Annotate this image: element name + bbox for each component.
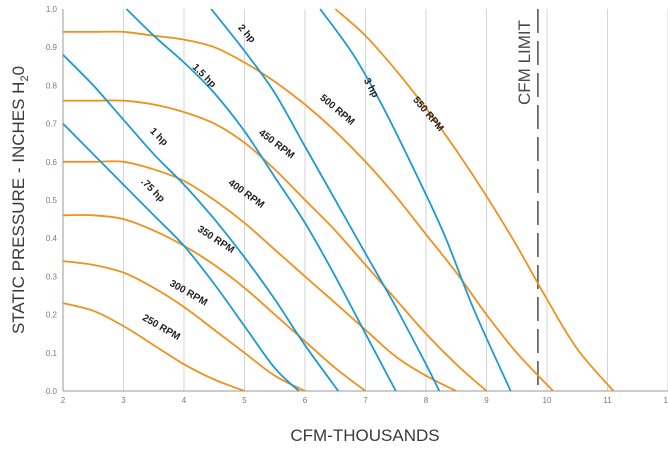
y-tick-label: 0.9 bbox=[46, 43, 58, 52]
x-tick-label: 10 bbox=[543, 396, 552, 405]
series-layer bbox=[62, 8, 615, 392]
y-tick-label: 0.1 bbox=[46, 349, 58, 358]
y-axis-title-subscript: 2 bbox=[19, 75, 31, 81]
rpm-curve-300-rpm bbox=[62, 260, 306, 392]
rpm-curve-450-rpm bbox=[63, 99, 488, 392]
x-tick-label: 3 bbox=[121, 396, 126, 405]
curve-label-550-rpm: 550 RPM bbox=[410, 95, 445, 134]
x-tick-label: 7 bbox=[363, 396, 368, 405]
cfm-limit-label: CFM LIMIT bbox=[515, 20, 534, 105]
hp-curve-1-5-hp bbox=[125, 8, 397, 392]
y-tick-label: 0.0 bbox=[46, 387, 58, 396]
rpm-curve-350-rpm bbox=[62, 214, 367, 392]
x-tick-label: 8 bbox=[424, 396, 429, 405]
y-tick-label: 0.4 bbox=[46, 234, 58, 243]
curve-label-2-hp: 2 hp bbox=[235, 23, 257, 46]
rpm-curve-250-rpm bbox=[62, 302, 245, 392]
y-tick-label: 1.0 bbox=[46, 5, 58, 14]
curve-label-400-rpm: 400 RPM bbox=[226, 177, 266, 210]
y-tick-label: 0.5 bbox=[46, 196, 58, 205]
x-tick-label: 4 bbox=[182, 396, 187, 405]
hp-curve-2-hp bbox=[210, 8, 441, 392]
rpm-curve-400-rpm bbox=[62, 160, 457, 392]
y-axis-title-tail: 0 bbox=[9, 66, 28, 75]
grid-layer bbox=[123, 9, 668, 391]
x-tick-label: 6 bbox=[303, 396, 308, 405]
hp-curve-1-hp bbox=[62, 54, 340, 392]
y-tick-label: 0.2 bbox=[46, 311, 58, 320]
hp-curve-75-hp bbox=[62, 122, 300, 392]
x-tick-label: 2 bbox=[61, 396, 66, 405]
curve-label-500-rpm: 500 RPM bbox=[317, 93, 356, 128]
curve-label-75-hp: .75 hp bbox=[138, 177, 166, 205]
x-axis-title: CFM-THOUSANDS bbox=[290, 426, 439, 445]
curve-label-1-5-hp: 1.5 hp bbox=[190, 62, 218, 90]
y-axis-title-main: STATIC PRESSURE - INCHES H bbox=[9, 82, 28, 335]
x-tick-label: 9 bbox=[484, 396, 489, 405]
curve-label-1-hp: 1 hp bbox=[147, 126, 169, 148]
rpm-curve-500-rpm bbox=[62, 30, 554, 392]
y-tick-label: 0.7 bbox=[46, 120, 58, 129]
curve-label-300-rpm: 300 RPM bbox=[167, 278, 209, 308]
x-tick-label: 11 bbox=[603, 396, 612, 405]
y-axis-title: STATIC PRESSURE - INCHES H20 bbox=[9, 66, 31, 334]
x-tick-label: 5 bbox=[242, 396, 247, 405]
y-tick-label: 0.8 bbox=[46, 81, 58, 90]
rpm-curve-550-rpm bbox=[334, 8, 615, 392]
hp-curve-3-hp bbox=[319, 8, 512, 392]
y-tick-label: 0.3 bbox=[46, 272, 58, 281]
axis-layer: 2 3 4 5 6 7 8 9 10 11 12 0.0 0.1 0.2 0.3 0.4 0.5 0.6 0.7 0.… bbox=[46, 5, 668, 405]
curve-label-250-rpm: 250 RPM bbox=[140, 313, 182, 343]
x-tick-label: 12 bbox=[664, 396, 668, 405]
y-tick-label: 0.6 bbox=[46, 158, 58, 167]
